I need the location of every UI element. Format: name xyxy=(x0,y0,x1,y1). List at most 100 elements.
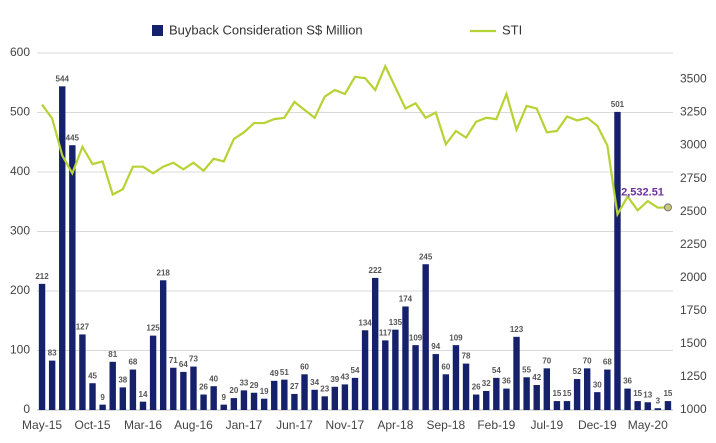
bar xyxy=(614,111,621,410)
bar-label: 544 xyxy=(56,74,70,83)
legend-swatch xyxy=(152,25,163,36)
y2-tick-label: 1750 xyxy=(680,303,707,317)
bar xyxy=(664,401,672,410)
y2-tick-label: 2000 xyxy=(680,270,707,284)
bar-label: 218 xyxy=(157,268,171,277)
bar-label: 109 xyxy=(449,333,463,342)
bar xyxy=(301,374,308,410)
x-tick-label: Sep-18 xyxy=(427,418,466,432)
bar xyxy=(452,345,460,410)
bar-label: 51 xyxy=(280,368,289,377)
x-tick-label: Feb-19 xyxy=(477,418,515,432)
y-tick-label: 200 xyxy=(10,283,30,297)
bar-label: 212 xyxy=(35,272,49,281)
bar xyxy=(533,385,540,410)
bar-label: 123 xyxy=(510,325,524,334)
bar-label: 55 xyxy=(522,365,531,374)
bar xyxy=(432,354,439,410)
bar-label: 81 xyxy=(108,350,117,359)
bar-label: 9 xyxy=(222,393,227,402)
bar-label: 52 xyxy=(573,367,582,376)
bar-label: 43 xyxy=(340,373,349,382)
bar-label: 245 xyxy=(419,252,433,261)
y-tick-label: 0 xyxy=(23,402,30,416)
bar-label: 134 xyxy=(358,318,372,327)
bar-label: 135 xyxy=(389,318,403,327)
bar-label: 127 xyxy=(76,323,90,332)
bar xyxy=(139,401,147,410)
bar-label: 117 xyxy=(379,328,392,337)
bar xyxy=(220,404,227,410)
bar-label: 445 xyxy=(66,133,80,142)
bar-label: 27 xyxy=(290,382,299,391)
bar xyxy=(149,335,157,410)
bar-label: 125 xyxy=(146,324,160,333)
bar-label: 501 xyxy=(611,100,625,109)
bar xyxy=(170,367,177,410)
bar xyxy=(99,404,106,410)
bar xyxy=(230,398,238,410)
bar xyxy=(38,283,46,410)
x-tick-label: Jan-17 xyxy=(226,418,263,432)
bar-label: 15 xyxy=(552,389,561,398)
y-tick-label: 100 xyxy=(10,343,30,357)
bar-label: 9 xyxy=(100,393,105,402)
bar-label: 83 xyxy=(48,349,57,358)
bar xyxy=(159,280,167,410)
x-tick-label: Jul-19 xyxy=(530,418,563,432)
bar-label: 70 xyxy=(542,356,551,365)
bar xyxy=(402,306,409,410)
bar xyxy=(129,369,137,410)
bar xyxy=(351,377,359,410)
bar xyxy=(331,386,339,410)
bar xyxy=(180,371,187,410)
y2-tick-label: 2750 xyxy=(680,171,707,185)
bar xyxy=(483,390,490,410)
bar-label: 222 xyxy=(369,266,383,275)
bar xyxy=(604,369,611,410)
line-label: 2,532.51 xyxy=(621,186,664,198)
y2-tick-label: 3250 xyxy=(680,105,707,119)
bar xyxy=(69,145,76,410)
bar xyxy=(281,379,288,410)
bar-label: 32 xyxy=(482,379,491,388)
bar xyxy=(503,388,510,410)
bar-label: 39 xyxy=(330,375,339,384)
bar xyxy=(190,366,197,410)
bar-label: 19 xyxy=(260,387,269,396)
legend-label: Buyback Consideration S$ Million xyxy=(169,22,363,37)
bar-label: 36 xyxy=(623,377,632,386)
bar xyxy=(442,374,450,410)
bar-label: 45 xyxy=(88,371,97,380)
bar-label: 26 xyxy=(199,383,208,392)
y-tick-label: 600 xyxy=(10,45,30,59)
bar-label: 3 xyxy=(656,396,661,405)
bar-label: 42 xyxy=(532,373,541,382)
bar xyxy=(89,383,96,410)
y2-tick-label: 2250 xyxy=(680,237,707,251)
bar-label: 23 xyxy=(320,384,329,393)
y2-tick-label: 3500 xyxy=(680,72,707,86)
bar xyxy=(513,336,520,410)
bar-label: 30 xyxy=(593,380,602,389)
bar xyxy=(271,380,278,410)
bar xyxy=(321,396,328,410)
bar xyxy=(654,408,662,410)
bar-label: 174 xyxy=(399,295,413,304)
bar xyxy=(382,340,389,410)
bar xyxy=(260,398,268,410)
legend-label: STI xyxy=(502,22,522,37)
bar xyxy=(583,368,591,410)
bar xyxy=(462,363,470,410)
bar-label: 73 xyxy=(189,355,198,364)
bar-label: 38 xyxy=(118,375,127,384)
x-tick-label: Apr-18 xyxy=(377,418,413,432)
bar xyxy=(573,379,581,410)
bar-label: 64 xyxy=(179,360,188,369)
bar xyxy=(109,361,116,410)
bar-label: 15 xyxy=(563,389,572,398)
bar-label: 14 xyxy=(139,390,148,399)
bar xyxy=(119,387,127,410)
y2-tick-label: 1250 xyxy=(680,369,707,383)
